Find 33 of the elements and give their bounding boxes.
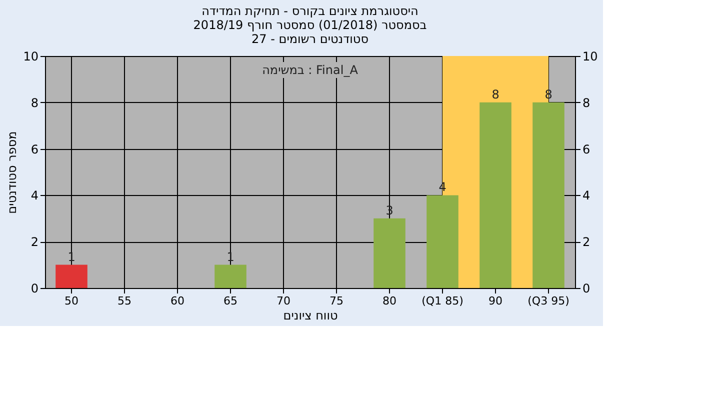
chart-title: היסטוגרמת ציונים בקורס - תחיקת המדידה בסמסטר (01/2018) סמסטר חורף 2018/19 סטודנטים רשומים - 27 xyxy=(193,4,427,46)
x-tick-label: 60 xyxy=(170,294,184,308)
y-tick-label: 10 xyxy=(23,50,38,64)
y2-tick-label: 6 xyxy=(582,142,590,156)
y-tick-label: 0 xyxy=(30,282,38,296)
x-tick-label: 70 xyxy=(276,294,290,308)
y2-tick-label: 10 xyxy=(582,50,598,64)
x-tick-label: 75 xyxy=(330,294,344,308)
y-tick-label: 2 xyxy=(30,235,38,250)
data-label: 8 xyxy=(492,87,500,102)
y2-tick-label: 8 xyxy=(582,96,590,110)
y-tick-label: 4 xyxy=(30,188,38,203)
x-tick-label: (Q3 95) xyxy=(528,294,570,308)
x-tick-label: 55 xyxy=(118,294,132,308)
x-tick-label: 50 xyxy=(64,294,78,308)
y-tick-label: 6 xyxy=(30,142,38,156)
y-axis-title: מספר סטודנטים xyxy=(5,131,20,214)
x-tick-label: 80 xyxy=(382,294,396,308)
bar xyxy=(426,195,458,288)
bar xyxy=(214,264,246,288)
bar xyxy=(480,102,512,288)
bar xyxy=(56,264,88,288)
y-tick-label: 8 xyxy=(30,96,38,110)
x-tick-label: 90 xyxy=(488,294,502,308)
y2-tick-label: 4 xyxy=(582,188,590,203)
x-tick-label: 65 xyxy=(224,294,238,308)
y2-tick-label: 2 xyxy=(582,235,590,250)
bar xyxy=(532,102,564,288)
y2-tick-label: 0 xyxy=(582,282,590,296)
x-tick-label: (Q1 85) xyxy=(422,294,464,308)
bar xyxy=(374,218,406,288)
annotation: במשימה : Final_A xyxy=(262,63,359,77)
x-axis-title: טווח ציונים xyxy=(283,308,338,322)
